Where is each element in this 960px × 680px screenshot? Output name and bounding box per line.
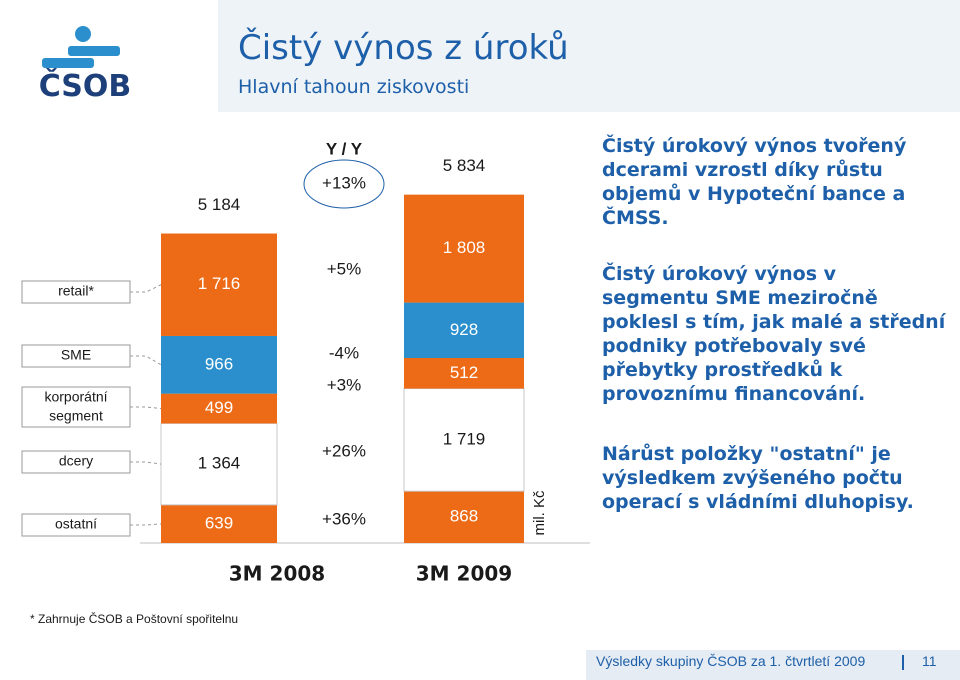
page-subtitle: Hlavní tahoun ziskovosti [238,76,470,98]
bar-2-other [404,491,524,543]
yoy-total: +13% [322,173,366,192]
legend-connector-sme [130,355,162,366]
value-label-1-other: 639 [205,513,233,532]
page-title: Čistý výnos z úroků [238,28,569,68]
category-label-1: 3M 2008 [229,562,325,586]
bar-1-corporate [161,393,277,424]
value-label-1-corporate: 499 [205,398,233,417]
legend-label-subsidiaries: dcery [59,453,93,469]
bar-2-corporate [404,357,524,389]
page-number: 11 [922,653,937,669]
value-label-2-subsidiaries: 1 719 [443,429,486,448]
title-band [218,0,960,112]
yoy-total-circle [303,159,385,209]
value-label-1-subsidiaries: 1 364 [198,454,241,473]
legend-label-sme: SME [61,347,91,363]
bar-1-retail [161,233,277,336]
yoy-other: +36% [322,509,366,528]
yoy-retail: +5% [327,259,362,278]
bar-1-other [161,504,277,543]
bar-2-subsidiaries [403,388,525,492]
bar-1-sme [161,335,277,394]
yoy-sme: -4% [329,343,359,362]
value-label-1-sme: 966 [205,354,233,373]
legend-label-corporate-line2: segment [49,408,103,424]
logo-text: ČSOB [39,67,132,104]
logo-mark-icon [42,26,120,68]
value-label-2-retail: 1 808 [443,238,486,257]
legend-label-retail: retail* [58,283,94,299]
category-label-2: 3M 2009 [416,562,512,586]
value-label-2-other: 868 [450,507,478,526]
bar-2-sme [404,302,524,358]
legend-label-corporate-line1: korporátní [44,389,107,405]
total-label-1: 5 184 [198,195,241,214]
yoy-subsidiaries: +26% [322,441,366,460]
note-subsidiaries: Čistý úrokový výnos tvořený dcerami vzro… [602,135,907,229]
total-label-2: 5 834 [443,156,486,175]
footer-separator [902,655,904,670]
legend-connector-subsidiaries [130,461,162,465]
legend-connector-corporate [130,406,162,410]
note-sme: Čistý úrokový výnos v segmentu SME mezir… [602,263,946,405]
value-label-2-sme: 928 [450,320,478,339]
legend-label-other: ostatní [55,516,97,532]
y-axis-unit-label: mil. Kč [531,490,548,536]
value-label-1-retail: 1 716 [198,274,241,293]
note-other: Nárůst položky "ostatní" je výsledkem zv… [602,443,914,513]
legend-connector-other [130,523,162,526]
yoy-header: Y / Y [326,139,363,158]
legend-connector-retail [130,284,162,293]
footnote: * Zahrnuje ČSOB a Poštovní spořitelnu [30,612,239,626]
yoy-corporate: +3% [327,375,362,394]
footer-band [586,650,960,680]
bar-2-retail [404,194,524,303]
value-label-2-corporate: 512 [450,363,478,382]
footer-text: Výsledky skupiny ČSOB za 1. čtvrtletí 20… [596,653,866,669]
csob-logo: ČSOB [30,24,140,104]
stacked-bar-chart: 639 1 364 499 966 1 716 5 184 3M 2008 868 1 719 5… [21,139,590,586]
